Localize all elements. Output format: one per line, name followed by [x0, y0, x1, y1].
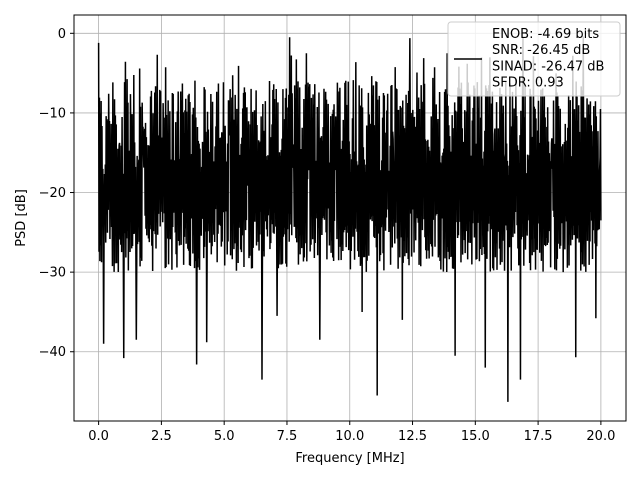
- x-tick-label: 5.0: [214, 429, 235, 444]
- y-tick-label: −20: [39, 186, 66, 201]
- y-tick-label: −40: [39, 345, 66, 360]
- x-tick-label: 0.0: [88, 429, 109, 444]
- legend-label: ENOB: -4.69 bits SNR: -26.45 dB SINAD: -26…: [492, 27, 604, 91]
- legend: ENOB: -4.69 bits SNR: -26.45 dB SINAD: -26…: [447, 21, 621, 97]
- x-tick-label: 15.0: [461, 429, 490, 444]
- x-tick-label: 10.0: [335, 429, 364, 444]
- legend-box: [447, 21, 621, 97]
- y-axis-label: PSD [dB]: [14, 189, 29, 247]
- x-axis-label: Frequency [MHz]: [295, 451, 404, 466]
- x-axis-ticks: 0.0 2.5 5.0 7.5 10.0 12.5 15.0 17.5 20.0: [88, 421, 615, 444]
- y-tick-label: −10: [39, 106, 66, 121]
- x-tick-label: 12.5: [398, 429, 427, 444]
- y-tick-label: −30: [39, 266, 66, 281]
- x-tick-label: 20.0: [586, 429, 615, 444]
- x-tick-label: 17.5: [524, 429, 553, 444]
- psd-series-line: [97, 36, 602, 402]
- x-tick-label: 2.5: [151, 429, 172, 444]
- y-tick-label: 0: [58, 27, 66, 42]
- y-axis-ticks: 0 −10 −20 −30 −40: [39, 27, 74, 360]
- x-tick-label: 7.5: [277, 429, 298, 444]
